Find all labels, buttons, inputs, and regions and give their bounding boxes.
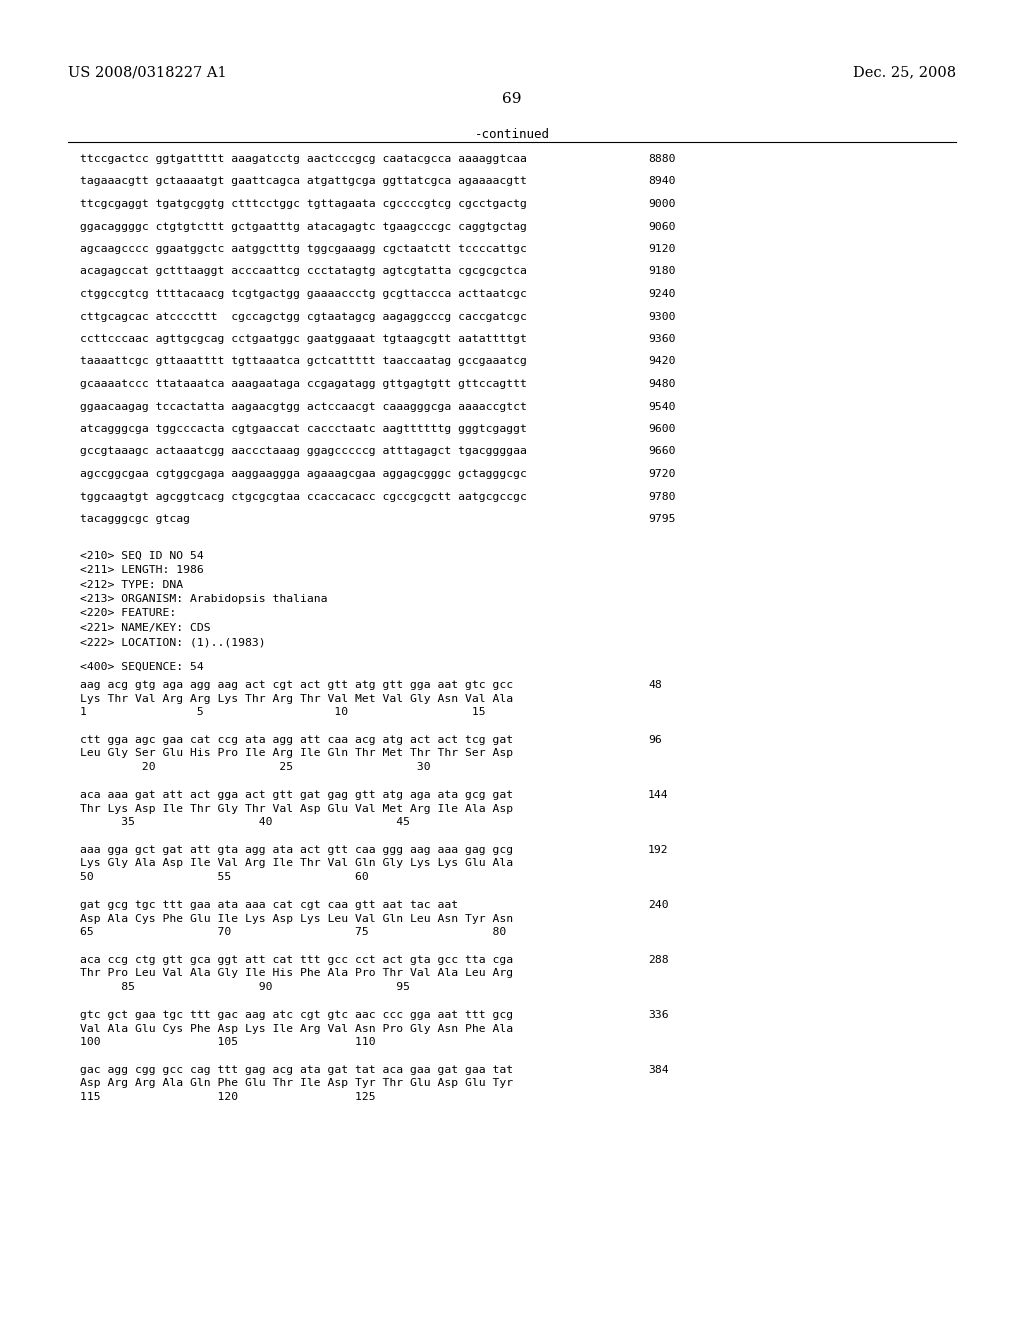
Text: tagaaacgtt gctaaaatgt gaattcagca atgattgcga ggttatcgca agaaaacgtt: tagaaacgtt gctaaaatgt gaattcagca atgattg… bbox=[80, 177, 527, 186]
Text: <222> LOCATION: (1)..(1983): <222> LOCATION: (1)..(1983) bbox=[80, 638, 265, 648]
Text: 96: 96 bbox=[648, 735, 662, 744]
Text: <213> ORGANISM: Arabidopsis thaliana: <213> ORGANISM: Arabidopsis thaliana bbox=[80, 594, 328, 605]
Text: Val Ala Glu Cys Phe Asp Lys Ile Arg Val Asn Pro Gly Asn Phe Ala: Val Ala Glu Cys Phe Asp Lys Ile Arg Val … bbox=[80, 1023, 513, 1034]
Text: 192: 192 bbox=[648, 845, 669, 855]
Text: taaaattcgc gttaaatttt tgttaaatca gctcattttt taaccaatag gccgaaatcg: taaaattcgc gttaaatttt tgttaaatca gctcatt… bbox=[80, 356, 527, 367]
Text: atcagggcga tggcccacta cgtgaaccat caccctaatc aagttttttg gggtcgaggt: atcagggcga tggcccacta cgtgaaccat cacccta… bbox=[80, 424, 527, 434]
Text: 20                  25                  30: 20 25 30 bbox=[80, 762, 431, 772]
Text: Asp Arg Arg Ala Gln Phe Glu Thr Ile Asp Tyr Thr Glu Asp Glu Tyr: Asp Arg Arg Ala Gln Phe Glu Thr Ile Asp … bbox=[80, 1078, 513, 1089]
Text: <220> FEATURE:: <220> FEATURE: bbox=[80, 609, 176, 619]
Text: 48: 48 bbox=[648, 680, 662, 690]
Text: 336: 336 bbox=[648, 1010, 669, 1020]
Text: ccttcccaac agttgcgcag cctgaatggc gaatggaaat tgtaagcgtt aatattttgt: ccttcccaac agttgcgcag cctgaatggc gaatgga… bbox=[80, 334, 527, 345]
Text: Leu Gly Ser Glu His Pro Ile Arg Ile Gln Thr Met Thr Thr Ser Asp: Leu Gly Ser Glu His Pro Ile Arg Ile Gln … bbox=[80, 748, 513, 759]
Text: 9660: 9660 bbox=[648, 446, 676, 457]
Text: 35                  40                  45: 35 40 45 bbox=[80, 817, 410, 828]
Text: ctggccgtcg ttttacaacg tcgtgactgg gaaaaccctg gcgttaccca acttaatcgc: ctggccgtcg ttttacaacg tcgtgactgg gaaaacc… bbox=[80, 289, 527, 300]
Text: 9360: 9360 bbox=[648, 334, 676, 345]
Text: gtc gct gaa tgc ttt gac aag atc cgt gtc aac ccc gga aat ttt gcg: gtc gct gaa tgc ttt gac aag atc cgt gtc … bbox=[80, 1010, 513, 1020]
Text: agcaagcccc ggaatggctc aatggctttg tggcgaaagg cgctaatctt tccccattgc: agcaagcccc ggaatggctc aatggctttg tggcgaa… bbox=[80, 244, 527, 253]
Text: aca ccg ctg gtt gca ggt att cat ttt gcc cct act gta gcc tta cga: aca ccg ctg gtt gca ggt att cat ttt gcc … bbox=[80, 954, 513, 965]
Text: acagagccat gctttaaggt acccaattcg ccctatagtg agtcgtatta cgcgcgctca: acagagccat gctttaaggt acccaattcg ccctata… bbox=[80, 267, 527, 276]
Text: ctt gga agc gaa cat ccg ata agg att caa acg atg act act tcg gat: ctt gga agc gaa cat ccg ata agg att caa … bbox=[80, 735, 513, 744]
Text: Lys Gly Ala Asp Ile Val Arg Ile Thr Val Gln Gly Lys Lys Glu Ala: Lys Gly Ala Asp Ile Val Arg Ile Thr Val … bbox=[80, 858, 513, 869]
Text: 8940: 8940 bbox=[648, 177, 676, 186]
Text: <211> LENGTH: 1986: <211> LENGTH: 1986 bbox=[80, 565, 204, 576]
Text: tggcaagtgt agcggtcacg ctgcgcgtaa ccaccacacc cgccgcgctt aatgcgccgc: tggcaagtgt agcggtcacg ctgcgcgtaa ccaccac… bbox=[80, 491, 527, 502]
Text: aaa gga gct gat att gta agg ata act gtt caa ggg aag aaa gag gcg: aaa gga gct gat att gta agg ata act gtt … bbox=[80, 845, 513, 855]
Text: cttgcagcac atccccttt  cgccagctgg cgtaatagcg aagaggcccg caccgatcgc: cttgcagcac atccccttt cgccagctgg cgtaatag… bbox=[80, 312, 527, 322]
Text: 65                  70                  75                  80: 65 70 75 80 bbox=[80, 927, 506, 937]
Text: 1                5                   10                  15: 1 5 10 15 bbox=[80, 708, 485, 717]
Text: <221> NAME/KEY: CDS: <221> NAME/KEY: CDS bbox=[80, 623, 211, 634]
Text: ggacaggggc ctgtgtcttt gctgaatttg atacagagtc tgaagcccgc caggtgctag: ggacaggggc ctgtgtcttt gctgaatttg atacaga… bbox=[80, 222, 527, 231]
Text: 9795: 9795 bbox=[648, 513, 676, 524]
Text: agccggcgaa cgtggcgaga aaggaaggga agaaagcgaa aggagcgggc gctagggcgc: agccggcgaa cgtggcgaga aaggaaggga agaaagc… bbox=[80, 469, 527, 479]
Text: 9180: 9180 bbox=[648, 267, 676, 276]
Text: 9480: 9480 bbox=[648, 379, 676, 389]
Text: tacagggcgc gtcag: tacagggcgc gtcag bbox=[80, 513, 190, 524]
Text: 288: 288 bbox=[648, 954, 669, 965]
Text: 115                 120                 125: 115 120 125 bbox=[80, 1092, 376, 1102]
Text: 9240: 9240 bbox=[648, 289, 676, 300]
Text: 9060: 9060 bbox=[648, 222, 676, 231]
Text: 384: 384 bbox=[648, 1065, 669, 1074]
Text: 9720: 9720 bbox=[648, 469, 676, 479]
Text: 9000: 9000 bbox=[648, 199, 676, 209]
Text: -continued: -continued bbox=[474, 128, 550, 141]
Text: 9540: 9540 bbox=[648, 401, 676, 412]
Text: Thr Pro Leu Val Ala Gly Ile His Phe Ala Pro Thr Val Ala Leu Arg: Thr Pro Leu Val Ala Gly Ile His Phe Ala … bbox=[80, 969, 513, 978]
Text: ttcgcgaggt tgatgcggtg ctttcctggc tgttagaata cgccccgtcg cgcctgactg: ttcgcgaggt tgatgcggtg ctttcctggc tgttaga… bbox=[80, 199, 527, 209]
Text: 9420: 9420 bbox=[648, 356, 676, 367]
Text: 9300: 9300 bbox=[648, 312, 676, 322]
Text: Asp Ala Cys Phe Glu Ile Lys Asp Lys Leu Val Gln Leu Asn Tyr Asn: Asp Ala Cys Phe Glu Ile Lys Asp Lys Leu … bbox=[80, 913, 513, 924]
Text: ggaacaagag tccactatta aagaacgtgg actccaacgt caaagggcga aaaaccgtct: ggaacaagag tccactatta aagaacgtgg actccaa… bbox=[80, 401, 527, 412]
Text: Thr Lys Asp Ile Thr Gly Thr Val Asp Glu Val Met Arg Ile Ala Asp: Thr Lys Asp Ile Thr Gly Thr Val Asp Glu … bbox=[80, 804, 513, 813]
Text: <212> TYPE: DNA: <212> TYPE: DNA bbox=[80, 579, 183, 590]
Text: aag acg gtg aga agg aag act cgt act gtt atg gtt gga aat gtc gcc: aag acg gtg aga agg aag act cgt act gtt … bbox=[80, 680, 513, 690]
Text: 9780: 9780 bbox=[648, 491, 676, 502]
Text: 100                 105                 110: 100 105 110 bbox=[80, 1038, 376, 1047]
Text: 240: 240 bbox=[648, 900, 669, 909]
Text: <400> SEQUENCE: 54: <400> SEQUENCE: 54 bbox=[80, 663, 204, 672]
Text: 50                  55                  60: 50 55 60 bbox=[80, 873, 369, 882]
Text: 9120: 9120 bbox=[648, 244, 676, 253]
Text: 85                  90                  95: 85 90 95 bbox=[80, 982, 410, 993]
Text: gat gcg tgc ttt gaa ata aaa cat cgt caa gtt aat tac aat: gat gcg tgc ttt gaa ata aaa cat cgt caa … bbox=[80, 900, 458, 909]
Text: <210> SEQ ID NO 54: <210> SEQ ID NO 54 bbox=[80, 550, 204, 561]
Text: aca aaa gat att act gga act gtt gat gag gtt atg aga ata gcg gat: aca aaa gat att act gga act gtt gat gag … bbox=[80, 789, 513, 800]
Text: gcaaaatccc ttataaatca aaagaataga ccgagatagg gttgagtgtt gttccagttt: gcaaaatccc ttataaatca aaagaataga ccgagat… bbox=[80, 379, 527, 389]
Text: gac agg cgg gcc cag ttt gag acg ata gat tat aca gaa gat gaa tat: gac agg cgg gcc cag ttt gag acg ata gat … bbox=[80, 1065, 513, 1074]
Text: Dec. 25, 2008: Dec. 25, 2008 bbox=[853, 65, 956, 79]
Text: ttccgactcc ggtgattttt aaagatcctg aactcccgcg caatacgcca aaaaggtcaa: ttccgactcc ggtgattttt aaagatcctg aactccc… bbox=[80, 154, 527, 164]
Text: 8880: 8880 bbox=[648, 154, 676, 164]
Text: US 2008/0318227 A1: US 2008/0318227 A1 bbox=[68, 65, 226, 79]
Text: 9600: 9600 bbox=[648, 424, 676, 434]
Text: 69: 69 bbox=[502, 92, 522, 106]
Text: 144: 144 bbox=[648, 789, 669, 800]
Text: gccgtaaagc actaaatcgg aaccctaaag ggagcccccg atttagagct tgacggggaa: gccgtaaagc actaaatcgg aaccctaaag ggagccc… bbox=[80, 446, 527, 457]
Text: Lys Thr Val Arg Arg Lys Thr Arg Thr Val Met Val Gly Asn Val Ala: Lys Thr Val Arg Arg Lys Thr Arg Thr Val … bbox=[80, 693, 513, 704]
